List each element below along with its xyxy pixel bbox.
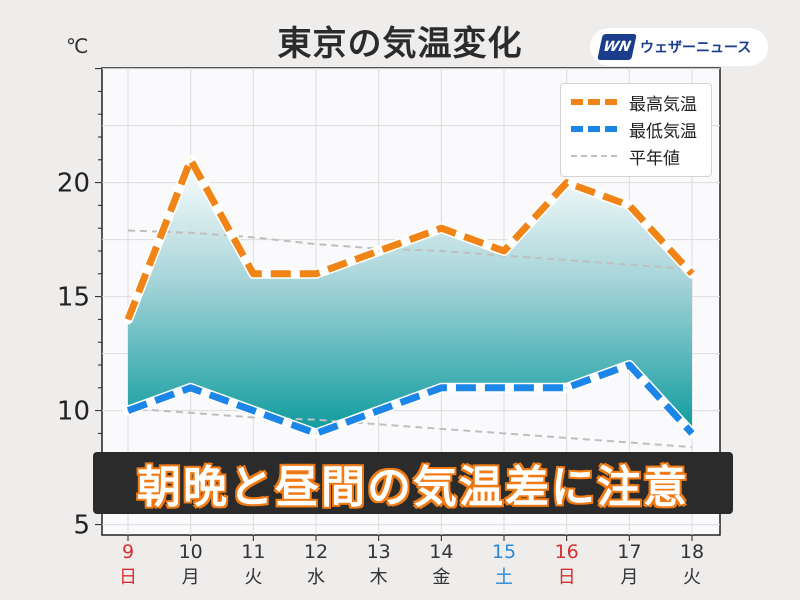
low-temp-point [440, 387, 442, 389]
x-tick-label-weekday: 月 [620, 567, 638, 588]
legend-swatch-high [571, 99, 617, 105]
low-temp-point [691, 432, 693, 434]
high-temp-line [124, 156, 695, 321]
legend-item-normal: 平年値 [571, 144, 680, 169]
low-temp-point [503, 387, 505, 389]
y-tick-label: 20 [57, 169, 90, 199]
chart-title: 東京の気温変化 [277, 24, 523, 64]
low-temp-point [566, 387, 568, 389]
normal-high-line [127, 229, 693, 271]
legend-label-high: 最高気温 [629, 94, 697, 115]
y-tick-label: 5 [73, 511, 90, 541]
x-tick-label-day: 13 [367, 541, 391, 563]
y-tick-label: 15 [57, 283, 90, 313]
brand-badge: WN ウェザーニュース [590, 28, 768, 66]
low-temp-point [190, 387, 192, 389]
x-tick-label-day: 12 [304, 541, 328, 563]
x-tick-label-day: 16 [555, 541, 579, 563]
x-tick-label-day: 17 [617, 541, 641, 563]
legend-swatch-low [571, 126, 617, 132]
brand-name: ウェザーニュース [640, 40, 752, 56]
legend-item-high: 最高気温 [571, 90, 697, 115]
high-temp-point [190, 159, 192, 161]
temperature-range-band [128, 159, 692, 434]
caption-banner: 朝晩と昼間の気温差に注意 [93, 452, 733, 514]
x-tick-label-day: 14 [429, 541, 453, 563]
unit-label: ℃ [66, 34, 89, 58]
x-tick-label-weekday: 水 [307, 567, 325, 588]
x-tick-label-weekday: 月 [182, 567, 200, 588]
low-temp-line [126, 361, 695, 437]
high-temp-point [315, 273, 317, 275]
high-temp-point [127, 318, 129, 320]
high-temp-point [691, 273, 693, 275]
x-tick-label-weekday: 火 [244, 567, 262, 588]
low-temp-point [628, 364, 630, 366]
x-tick-label-weekday: 土 [495, 567, 513, 588]
x-tick-label-weekday: 金 [432, 567, 450, 588]
high-temp-point [503, 250, 505, 252]
high-temp-point [440, 227, 442, 229]
low-temp-point [252, 410, 254, 412]
legend-swatch-normal [571, 155, 617, 157]
x-tick-label-weekday: 日 [119, 567, 137, 588]
y-tick-label: 10 [57, 397, 90, 427]
legend-label-low: 最低気温 [629, 121, 697, 142]
x-tick-label-weekday: 木 [370, 567, 388, 588]
high-temp-point [628, 204, 630, 206]
low-temp-point [378, 410, 380, 412]
caption-text: 朝晩と昼間の気温差に注意 [136, 461, 689, 514]
x-tick-label-day: 15 [492, 541, 516, 563]
low-temp-point [127, 410, 129, 412]
x-tick-label-day: 18 [680, 541, 704, 563]
legend-item-low: 最低気温 [571, 117, 697, 142]
x-tick-label-weekday: 日 [558, 567, 576, 588]
x-tick-label-weekday: 火 [683, 567, 701, 588]
normal-low-line [127, 407, 693, 449]
x-tick-label-day: 9 [122, 541, 134, 563]
x-tick-label-day: 11 [241, 541, 265, 563]
low-temp-point [315, 432, 317, 434]
legend-label-normal: 平年値 [629, 148, 680, 169]
brand-logo-icon: WN [597, 34, 637, 60]
x-tick-label-day: 10 [179, 541, 203, 563]
legend: 最高気温 最低気温 平年値 [560, 83, 712, 177]
high-temp-point [252, 273, 254, 275]
high-temp-point [378, 250, 380, 252]
high-temp-point [566, 182, 568, 184]
